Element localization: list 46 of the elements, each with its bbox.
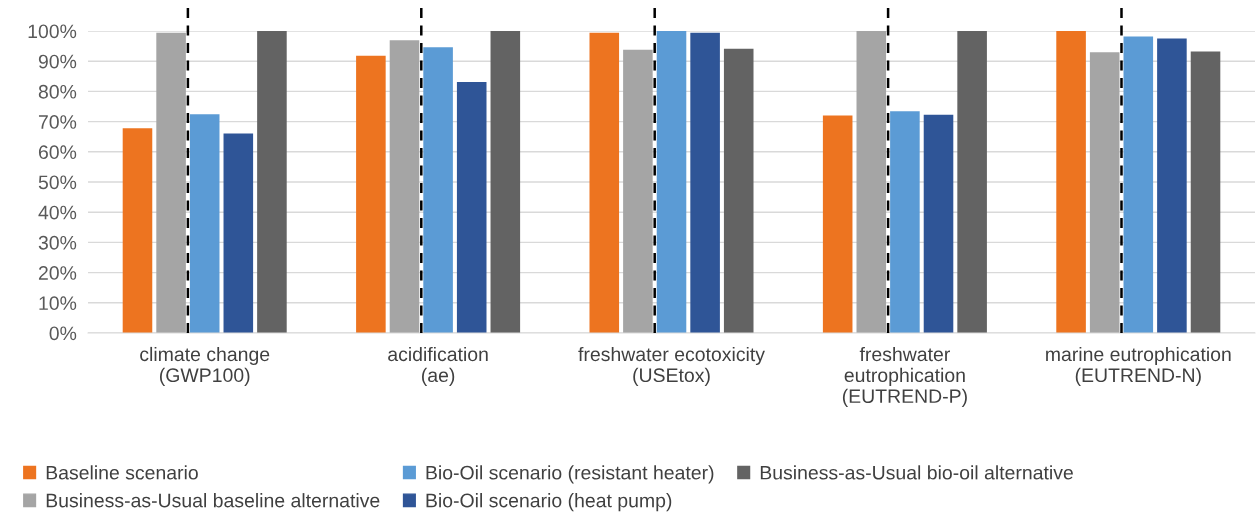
bar xyxy=(1056,31,1086,333)
y-tick-label: 50% xyxy=(38,175,77,190)
y-tick-label: 10% xyxy=(39,296,77,311)
x-tick-label: freshwater ecotoxicity (USEtox) xyxy=(578,346,765,386)
y-tick-label: 40% xyxy=(38,205,77,220)
y-tick-label: 20% xyxy=(38,266,77,280)
bar xyxy=(156,32,186,333)
bar xyxy=(456,82,487,333)
legend-label: Bio-Oil scenario (heat pump) xyxy=(426,493,672,512)
bar xyxy=(1157,38,1187,333)
bar xyxy=(690,32,720,333)
y-tick-label: 0% xyxy=(49,326,77,341)
bar xyxy=(723,48,754,333)
bar xyxy=(189,114,220,333)
bar xyxy=(822,115,853,333)
x-tick-label: climate change (GWP100) xyxy=(140,346,270,386)
legend-label: Business-as-Usual bio-oil alternative xyxy=(760,465,1073,480)
bar xyxy=(589,32,620,333)
x-tick-label: acidification (ae) xyxy=(388,346,488,386)
bar xyxy=(656,31,687,333)
bar xyxy=(257,31,287,333)
bar xyxy=(957,31,987,333)
legend-label: Baseline scenario xyxy=(46,465,198,480)
y-tick-label: 70% xyxy=(38,115,77,129)
bar xyxy=(1123,36,1154,333)
legend-label: Business-as-Usual baseline alternative xyxy=(46,493,380,508)
bar xyxy=(1089,52,1120,333)
bar xyxy=(856,31,887,333)
bar xyxy=(122,128,153,333)
bar xyxy=(389,40,420,333)
bar xyxy=(890,111,920,333)
y-tick-label: 80% xyxy=(38,84,77,99)
bar xyxy=(356,55,386,333)
bar xyxy=(623,49,653,333)
y-tick-label: 100% xyxy=(28,24,77,39)
y-tick-label: 30% xyxy=(38,235,77,250)
x-tick-label: marine eutrophication (EUTREND-N) xyxy=(1046,346,1231,386)
y-tick-label: 90% xyxy=(38,54,77,69)
bar xyxy=(223,133,254,333)
bar xyxy=(923,114,954,333)
bar xyxy=(1190,51,1221,333)
bar xyxy=(490,31,521,333)
legend-label: Bio-Oil scenario (resistant heater) xyxy=(426,465,714,484)
bar xyxy=(423,47,453,333)
y-tick-label: 60% xyxy=(38,145,77,160)
x-tick-label: freshwater eutrophication (EUTREND-P) xyxy=(842,346,967,407)
